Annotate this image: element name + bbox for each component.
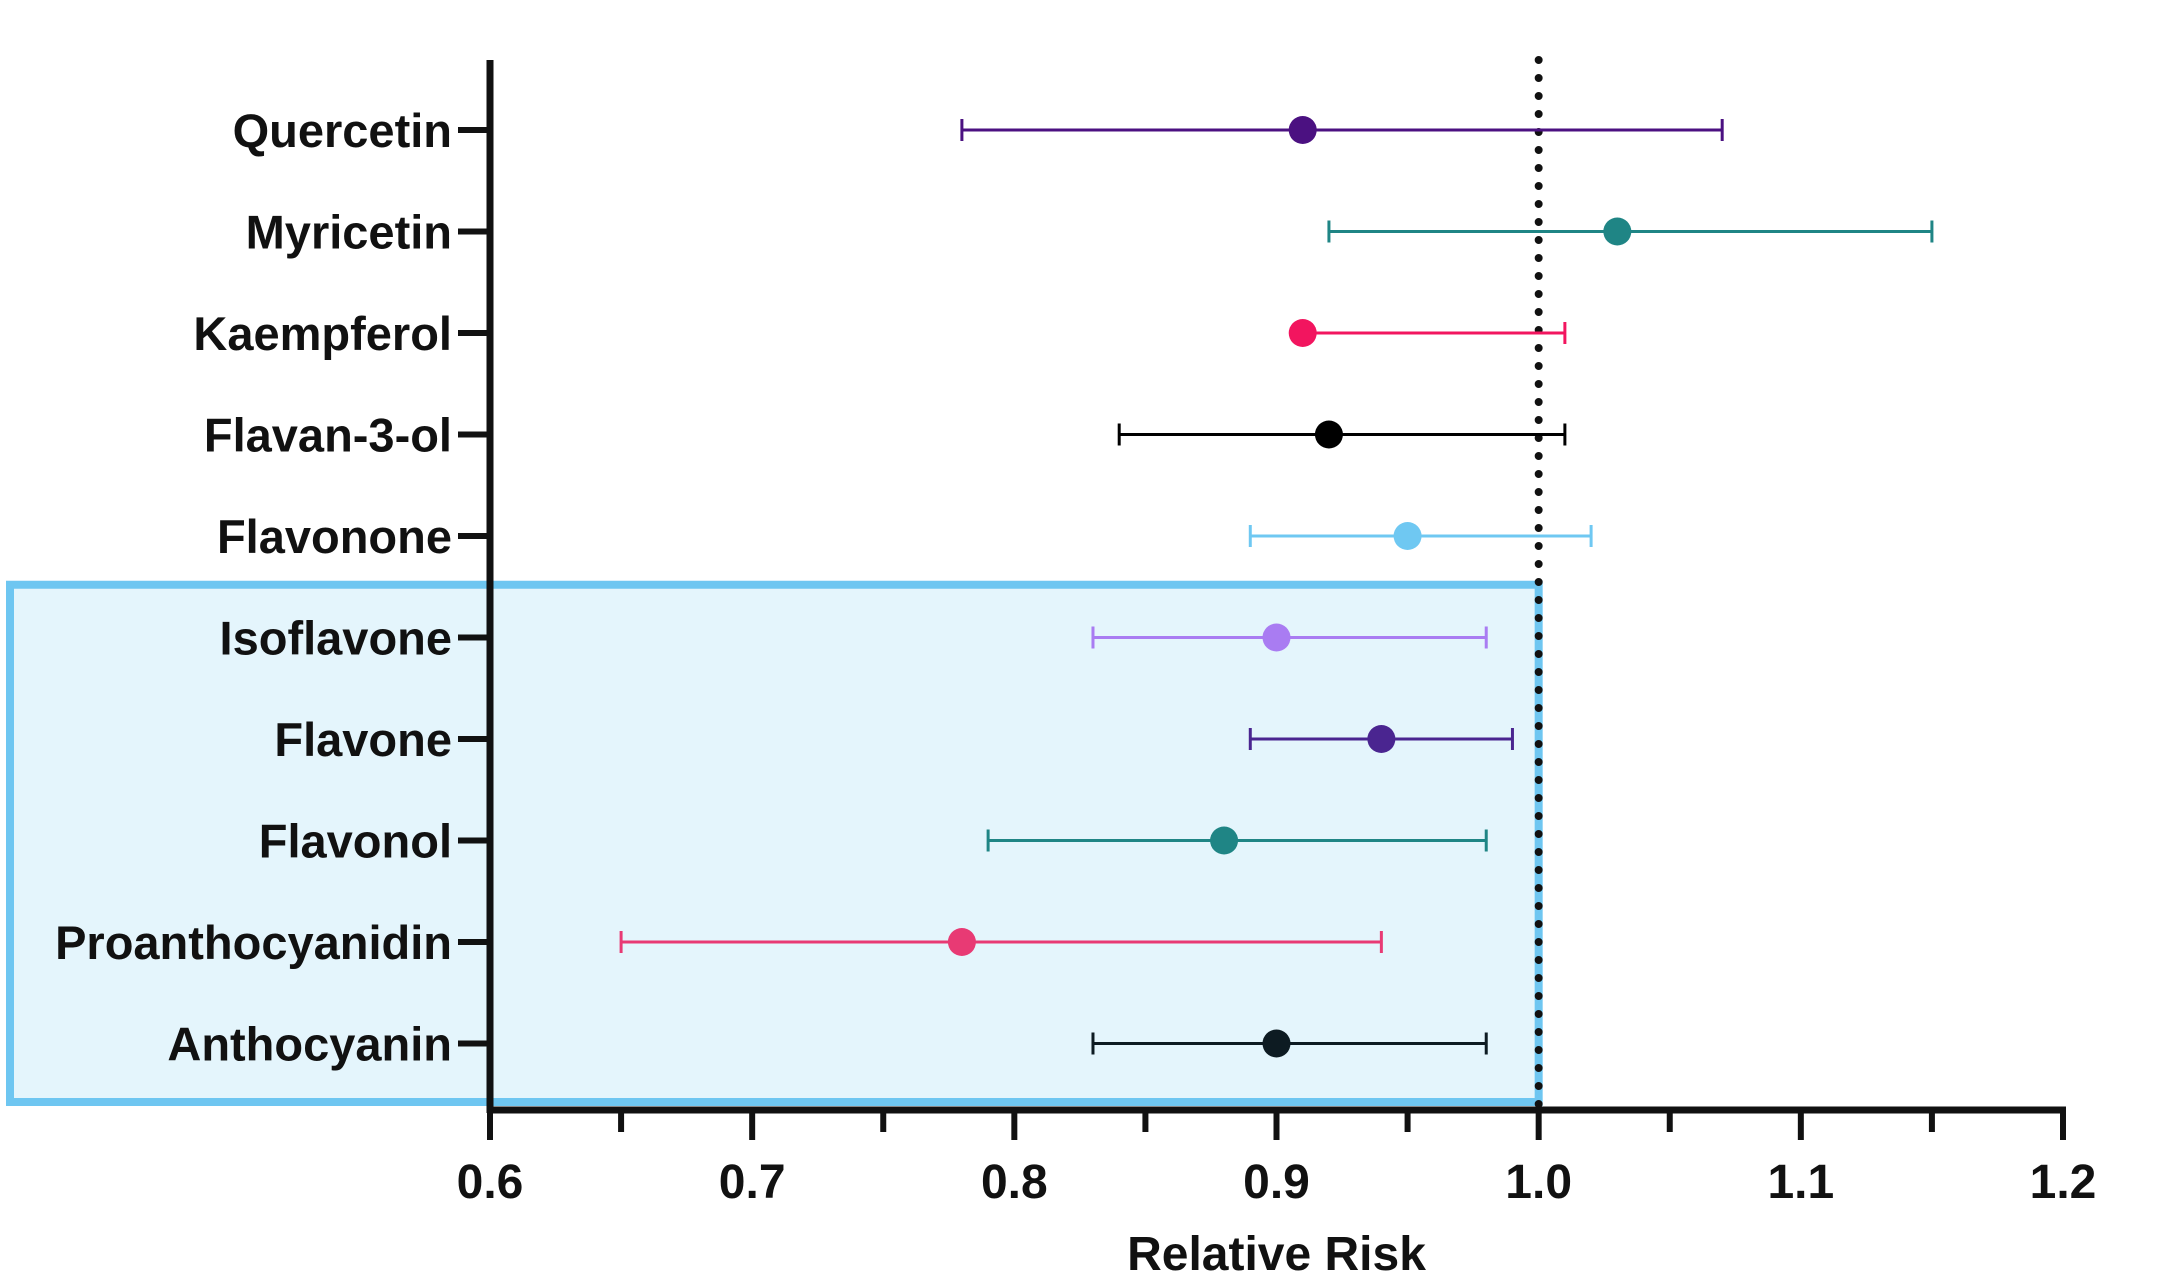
x-tick-label: 0.7 [719, 1156, 786, 1209]
category-label: Flavonol [259, 815, 452, 868]
x-tick-label: 1.2 [2030, 1156, 2097, 1209]
forest-row: Myricetin [246, 206, 1934, 259]
category-label: Proanthocyanidin [55, 916, 452, 969]
category-label: Flavan-3-ol [204, 409, 452, 462]
category-label: Kaempferol [193, 307, 452, 360]
point-estimate [1288, 319, 1317, 347]
point-estimate [1210, 826, 1239, 855]
rows-layer: Quercetin Myricetin Kaempferol Flavan-3-ol F… [55, 104, 1934, 1071]
forest-row: Flavone [274, 713, 1514, 766]
point-estimate [1262, 623, 1291, 652]
forest-row: Proanthocyanidin [55, 916, 1383, 969]
point-estimate [1603, 217, 1632, 246]
x-tick-label: 0.6 [457, 1156, 524, 1209]
point-estimate [947, 928, 976, 956]
x-tick-label: 1.0 [1505, 1156, 1572, 1209]
forest-row: Anthocyanin [167, 1018, 1488, 1071]
forest-row: Flavan-3-ol [204, 409, 1567, 462]
forest-row: Kaempferol [193, 307, 1567, 360]
point-estimate [1314, 420, 1343, 449]
x-ticks-layer: 0.6 0.7 0.8 0.9 1.0 1.1 1.2 [457, 1110, 2097, 1209]
point-estimate [1262, 1029, 1291, 1058]
highlight-box [6, 580, 1543, 1106]
x-tick-label: 0.8 [981, 1156, 1048, 1209]
point-estimate [1367, 725, 1396, 753]
forest-row: Flavonone [217, 510, 1593, 563]
category-label: Quercetin [233, 104, 452, 157]
x-tick-label: 1.1 [1767, 1156, 1834, 1209]
forest-row: Flavonol [259, 815, 1488, 868]
x-tick-label: 0.9 [1243, 1156, 1310, 1209]
x-axis-title: Relative Risk [1127, 1228, 1426, 1280]
category-label: Myricetin [246, 206, 452, 259]
forest-row: Isoflavone [220, 612, 1488, 665]
category-label: Anthocyanin [167, 1018, 452, 1071]
forest-row: Quercetin [233, 104, 1724, 157]
highlight-box-layer [6, 580, 1543, 1106]
point-estimate [1288, 116, 1317, 144]
category-label: Isoflavone [220, 612, 452, 665]
category-label: Flavonone [217, 510, 452, 563]
category-label: Flavone [274, 713, 452, 766]
point-estimate [1393, 522, 1422, 550]
